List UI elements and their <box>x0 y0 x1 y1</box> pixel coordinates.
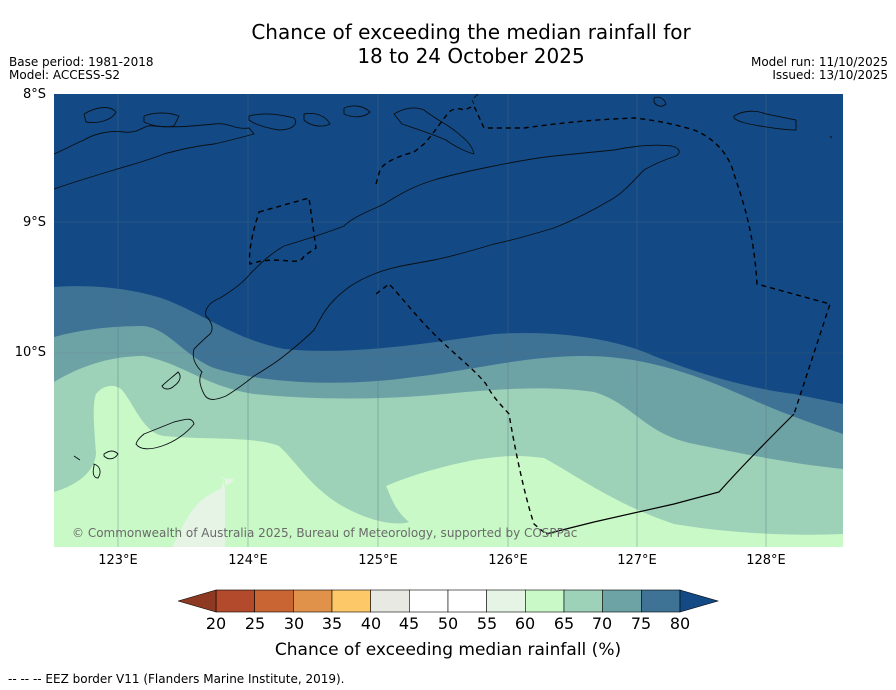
cb-tick-45: 45 <box>398 614 420 633</box>
cb-tick-40: 40 <box>360 614 382 633</box>
colorbar-low-extend <box>178 589 217 613</box>
cb-tick-60: 60 <box>514 614 536 633</box>
graticule <box>54 94 843 547</box>
lon-label-125e: 125°E <box>358 553 398 568</box>
band-55-60 <box>54 385 843 547</box>
chart-title: Chance of exceeding the median rainfall … <box>0 20 896 68</box>
australia-boundary-line <box>545 413 795 535</box>
issued-date: Issued: 13/10/2025 <box>772 68 888 82</box>
colorbar-cell-20 <box>215 589 255 613</box>
colorbar-cell-70 <box>602 589 642 613</box>
band-50-55-patch <box>172 478 225 547</box>
colorbar-cell-40 <box>370 589 410 613</box>
colorbar-cell-30 <box>293 589 333 613</box>
colorbar-cell-25 <box>254 589 294 613</box>
colorbar-cells <box>215 589 681 613</box>
cb-tick-55: 55 <box>476 614 498 633</box>
colorbar-cell-65 <box>563 589 603 613</box>
cb-tick-65: 65 <box>553 614 575 633</box>
cb-tick-80: 80 <box>669 614 691 633</box>
footer-note: -- -- -- EEZ border V11 (Flanders Marine… <box>8 672 345 686</box>
coastlines <box>54 94 833 479</box>
lat-label-9s: 9°S <box>22 215 46 230</box>
cb-tick-30: 30 <box>283 614 305 633</box>
lat-label-10s: 10°S <box>14 345 46 360</box>
model-run: Model run: 11/10/2025 <box>750 55 888 69</box>
colorbar-cell-60 <box>525 589 565 613</box>
colorbar-cell-45 <box>409 589 449 613</box>
lat-label-8s: 8°S <box>22 87 46 102</box>
cb-tick-75: 75 <box>630 614 652 633</box>
lon-label-128e: 128°E <box>746 553 786 568</box>
eez-border <box>248 105 831 535</box>
cb-tick-20: 20 <box>205 614 227 633</box>
colorbar <box>178 589 720 613</box>
meta-left: Base period: 1981-2018 Model: ACCESS-S2 <box>9 56 154 82</box>
lon-label-123e: 123°E <box>98 553 138 568</box>
title-line-2: 18 to 24 October 2025 <box>357 44 585 68</box>
cb-tick-70: 70 <box>591 614 613 633</box>
colorbar-label: Chance of exceeding median rainfall (%) <box>274 640 622 660</box>
colorbar-cell-75 <box>641 589 681 613</box>
cb-tick-25: 25 <box>244 614 266 633</box>
rainfall-map <box>54 94 843 547</box>
colorbar-high-extend <box>679 589 720 613</box>
title-line-1: Chance of exceeding the median rainfall … <box>251 20 691 44</box>
model-name: Model: ACCESS-S2 <box>9 68 121 82</box>
colorbar-cell-50 <box>447 589 487 613</box>
lon-label-124e: 124°E <box>228 553 268 568</box>
colorbar-cell-35 <box>331 589 371 613</box>
lon-label-127e: 127°E <box>617 553 657 568</box>
copyright-text: © Commonwealth of Australia 2025, Bureau… <box>72 526 578 540</box>
cb-tick-50: 50 <box>437 614 459 633</box>
lon-label-126e: 126°E <box>488 553 528 568</box>
base-period: Base period: 1981-2018 <box>9 55 154 69</box>
colorbar-cell-55 <box>486 589 526 613</box>
meta-right: Model run: 11/10/2025 Issued: 13/10/2025 <box>751 56 888 82</box>
cb-tick-35: 35 <box>321 614 343 633</box>
